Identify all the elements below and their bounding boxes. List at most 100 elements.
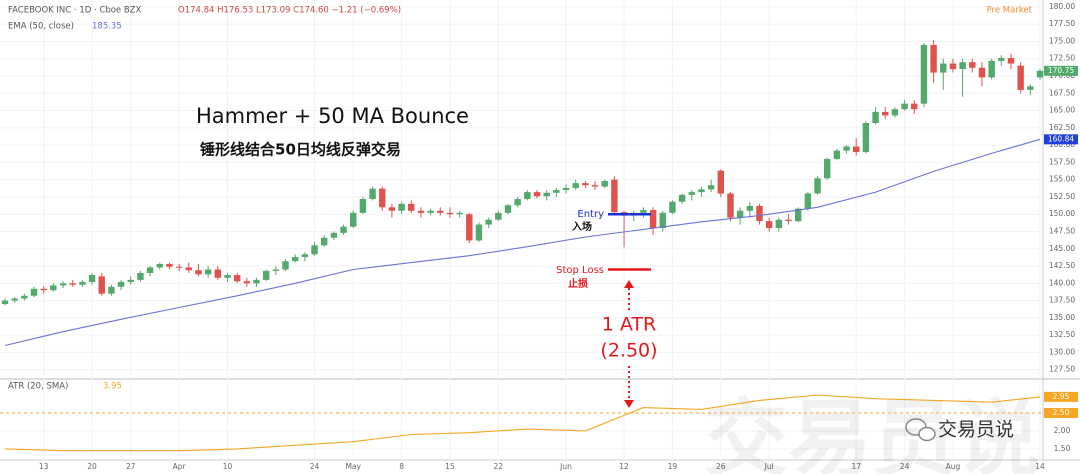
x-tick-label: 24: [310, 462, 320, 471]
price-badge-label: 170.75: [1048, 66, 1074, 75]
candle-body: [562, 187, 570, 191]
candle-body: [1017, 65, 1024, 90]
ohlc-header: O174.84 H176.53 L173.09 C174.60 −1.21 (−…: [178, 6, 401, 16]
y-tick-label: 167.50: [1049, 88, 1075, 97]
y-tick-label: 180.00: [1049, 2, 1075, 11]
x-tick-label: 19: [668, 462, 678, 471]
candle-body: [698, 189, 705, 193]
y-tick-label: 142.50: [1049, 261, 1075, 270]
candle-body: [988, 60, 995, 78]
candle-body: [765, 221, 773, 229]
candle-body: [98, 276, 105, 294]
y-tick-label: 177.50: [1049, 19, 1075, 28]
price-badge-label: 2.50: [1053, 408, 1070, 417]
arrow-head: [624, 400, 634, 408]
y-tick-label: 175.00: [1049, 36, 1075, 45]
candle-body: [466, 214, 473, 241]
candle-body: [359, 199, 367, 213]
candle-body: [224, 275, 231, 278]
watermark: 交易员说: [704, 390, 1040, 474]
candle-body: [959, 62, 966, 70]
y-tick-label: 135.00: [1049, 313, 1075, 322]
candle-body: [814, 178, 821, 194]
candle-body: [175, 266, 183, 268]
y-tick-label: 157.50: [1049, 157, 1075, 166]
x-tick-label: 14: [1035, 462, 1045, 471]
candle-body: [204, 269, 212, 275]
candle-body: [998, 58, 1005, 61]
price-badge-label: 160.84: [1048, 134, 1074, 143]
x-tick-label: 22: [494, 462, 504, 471]
candle-body: [940, 63, 947, 73]
candle-body: [88, 275, 96, 282]
candle-body: [59, 283, 67, 286]
candle-body: [282, 261, 289, 270]
candle-body: [79, 281, 86, 285]
x-tick-label: Apr: [173, 462, 187, 471]
ema-legend: EMA (50, close): [8, 22, 74, 32]
entry-label-cn: 入场: [572, 220, 592, 233]
candle-body: [272, 269, 280, 271]
candle-body: [166, 263, 173, 267]
candle-body: [1036, 70, 1044, 78]
atr-note: (2.50): [600, 340, 657, 362]
candle-body: [485, 219, 492, 225]
candle-body: [30, 288, 38, 296]
candle-body: [601, 181, 608, 187]
candle-body: [398, 203, 405, 211]
x-tick-label: 26: [716, 462, 726, 471]
price-badge: [1044, 408, 1078, 419]
candle-body: [214, 269, 222, 278]
candle-body: [736, 210, 744, 218]
candle-body: [243, 281, 251, 284]
candle-body: [756, 205, 763, 222]
x-tick-label: 12: [619, 462, 629, 471]
candle-body: [340, 226, 347, 233]
candle-body: [775, 219, 783, 229]
candle-body: [533, 192, 541, 197]
candle-body: [301, 254, 309, 258]
y-tick-label: 172.50: [1049, 54, 1075, 63]
x-tick-label: May: [345, 462, 361, 471]
brand: 交易员说: [938, 419, 1014, 441]
candle-body: [233, 275, 241, 282]
candle-body: [843, 146, 850, 151]
candle-body: [930, 44, 937, 73]
candle-body: [311, 245, 318, 255]
candle-body: [611, 179, 618, 213]
candle-body: [591, 185, 599, 187]
candle-body: [195, 270, 202, 275]
candle-body: [417, 210, 425, 213]
candle-body: [688, 192, 695, 195]
candle-body: [717, 170, 724, 194]
x-tick-label: 10: [223, 462, 233, 471]
atr-legend-value: 3.95: [103, 382, 122, 392]
candle-body: [833, 150, 841, 159]
y-tick-label: 140.00: [1049, 278, 1075, 287]
y-tick-label: 150.00: [1049, 209, 1075, 218]
ema-legend-value: 185.35: [92, 22, 122, 32]
candle-body: [659, 212, 666, 229]
candle-body: [785, 219, 792, 222]
stop-label-cn: 止损: [568, 277, 588, 290]
y-tick-label: 145.00: [1049, 244, 1075, 253]
candle-body: [291, 257, 299, 262]
candle-body: [1, 300, 9, 305]
stop-label: Stop Loss: [556, 265, 604, 276]
candle-body: [524, 192, 531, 200]
x-tick-label: 20: [87, 462, 97, 471]
candle-body: [678, 194, 686, 202]
candle-body: [379, 188, 386, 208]
candle-body: [862, 123, 870, 153]
atr-note: 1 ATR: [602, 314, 656, 336]
candle-body: [40, 288, 47, 291]
indicator-line: [4, 138, 1041, 347]
y-tick-label: 137.50: [1049, 296, 1075, 305]
candle-body: [253, 279, 260, 284]
x-tick-label: 27: [126, 462, 136, 471]
candle-body: [1027, 86, 1034, 90]
candle-body: [108, 286, 115, 294]
candle-body: [920, 44, 928, 104]
y-tick-label: 130.00: [1049, 347, 1075, 356]
